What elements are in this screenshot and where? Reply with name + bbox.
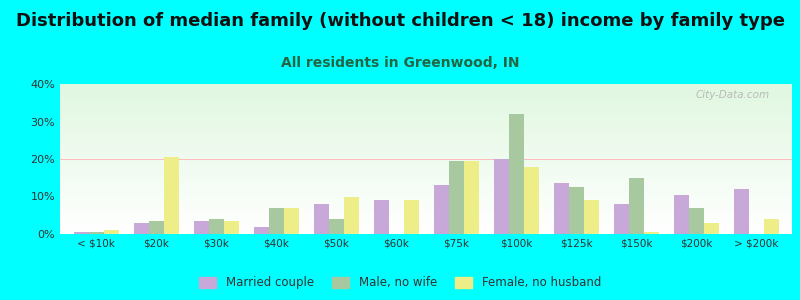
Bar (763, 219, 778, 234)
Bar (89, 232, 103, 234)
Bar (329, 219, 343, 234)
Bar (643, 232, 658, 234)
Bar (689, 208, 703, 234)
Bar (223, 221, 238, 234)
Bar (283, 208, 298, 234)
Bar (403, 200, 418, 234)
Bar (103, 230, 118, 234)
Bar (569, 187, 583, 234)
Bar (674, 195, 689, 234)
Bar (254, 226, 269, 234)
Bar (134, 223, 149, 234)
Legend: Married couple, Male, no wife, Female, no husband: Married couple, Male, no wife, Female, n… (194, 272, 606, 294)
Bar (74, 232, 89, 234)
Bar (523, 167, 538, 234)
Bar (463, 161, 478, 234)
Bar (163, 157, 178, 234)
Text: Distribution of median family (without children < 18) income by family type: Distribution of median family (without c… (15, 12, 785, 30)
Bar (209, 219, 223, 234)
Bar (734, 189, 749, 234)
Bar (269, 208, 283, 234)
Text: All residents in Greenwood, IN: All residents in Greenwood, IN (281, 56, 519, 70)
Bar (343, 196, 358, 234)
Text: City-Data.com: City-Data.com (696, 90, 770, 100)
Bar (583, 200, 598, 234)
Bar (629, 178, 643, 234)
Bar (194, 221, 209, 234)
Bar (434, 185, 449, 234)
Bar (554, 183, 569, 234)
Bar (494, 159, 509, 234)
Bar (614, 204, 629, 234)
Bar (374, 200, 389, 234)
Bar (449, 161, 463, 234)
Bar (314, 204, 329, 234)
Bar (149, 221, 163, 234)
Bar (703, 223, 718, 234)
Bar (509, 114, 523, 234)
